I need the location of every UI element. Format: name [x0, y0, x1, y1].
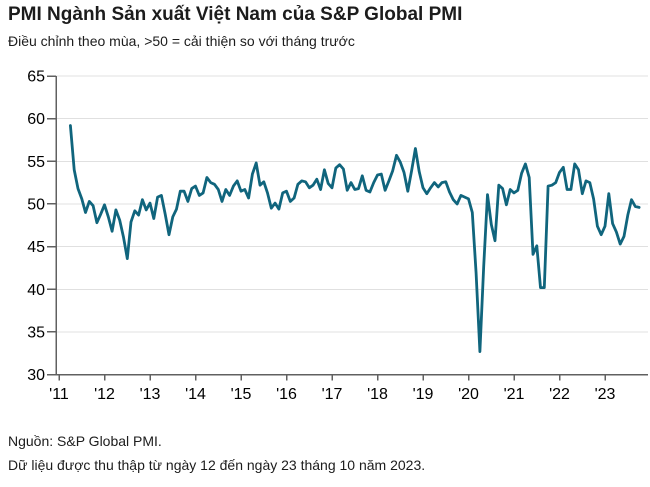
y-tick-label-50: 50: [27, 196, 45, 213]
x-tick-label-'11: '11: [49, 386, 69, 403]
x-tick-label-'22: '22: [549, 386, 570, 403]
page-title: PMI Ngành Sản xuất Việt Nam của S&P Glob…: [8, 4, 463, 25]
pmi-series-line: [69, 124, 641, 354]
y-tick-label-40: 40: [27, 282, 45, 299]
x-tick-label-'19: '19: [413, 386, 434, 403]
x-tick-label-'21: '21: [504, 386, 525, 403]
y-tick-label-55: 55: [27, 154, 45, 171]
y-tick-label-65: 65: [27, 69, 45, 86]
y-tick-label-30: 30: [27, 367, 45, 384]
pmi-line-chart: 30 35 40 45 50 55 60 65 '11 '12 '13 '14 '15 '16 '17 '18…: [27, 69, 648, 403]
source-note: Nguồn: S&P Global PMI.: [8, 433, 162, 449]
y-tick-label-45: 45: [27, 239, 45, 256]
x-tick-label-'17: '17: [322, 386, 343, 403]
x-tick-label-'18: '18: [367, 386, 388, 403]
y-tick-label-35: 35: [27, 324, 45, 341]
x-tick-label-'20: '20: [458, 386, 479, 403]
x-tick-label-'14: '14: [185, 386, 206, 403]
x-tick-label-'12: '12: [94, 386, 115, 403]
collection-note: Dữ liệu được thu thập từ ngày 12 đến ngà…: [8, 457, 426, 473]
x-tick-label-'13: '13: [140, 386, 161, 403]
x-tick-label-'16: '16: [276, 386, 297, 403]
x-tick-label-'23: '23: [595, 386, 616, 403]
y-tick-label-60: 60: [27, 111, 45, 128]
page-subtitle: Điều chỉnh theo mùa, >50 = cải thiện so …: [8, 33, 355, 49]
x-tick-label-'15: '15: [231, 386, 252, 403]
